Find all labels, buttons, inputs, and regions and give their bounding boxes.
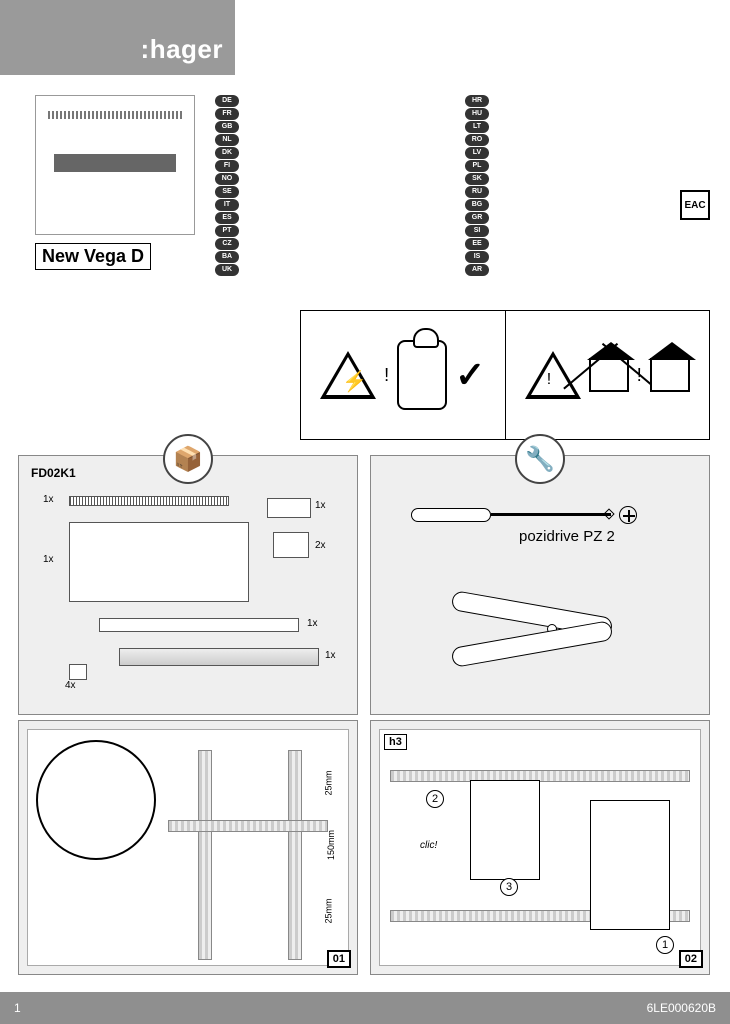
document-reference: 6LE000620B: [647, 1001, 716, 1015]
lang-ru: RU: [465, 186, 489, 198]
screwdriver-tool: [411, 506, 637, 524]
lang-ro: RO: [465, 134, 489, 146]
safety-indoor-only: ! !: [506, 311, 710, 439]
indoor-house-icon: [650, 358, 690, 392]
panel-step-01: 25mm 150mm 25mm 01: [18, 720, 358, 975]
lang-fi: FI: [215, 160, 239, 172]
step-number: 02: [679, 950, 703, 968]
eac-cert-mark: EAC: [680, 190, 710, 220]
cutters-tool: [451, 596, 621, 666]
breaker-1: [470, 780, 540, 880]
lang-no: NO: [215, 173, 239, 185]
click-label: clic!: [420, 840, 437, 851]
lang-uk: UK: [215, 264, 239, 276]
lang-pt: PT: [215, 225, 239, 237]
lang-gr: GR: [465, 212, 489, 224]
box-icon: 📦: [163, 434, 213, 484]
lang-bg: BG: [465, 199, 489, 211]
callout-2: 2: [426, 790, 444, 808]
safety-electrician-only: ⚡ ! ✓: [301, 311, 506, 439]
panel-step-02: h3 2 3 1 clic! 02: [370, 720, 710, 975]
safety-warnings: ⚡ ! ✓ ! !: [300, 310, 710, 440]
callout-3: 3: [500, 878, 518, 896]
language-list-right: HRHULTROLVPLSKRUBGGRSIEEISAR: [465, 95, 489, 276]
high-voltage-icon: ⚡: [342, 369, 367, 394]
step-number: 01: [327, 950, 351, 968]
callout-1: 1: [656, 936, 674, 954]
lang-se: SE: [215, 186, 239, 198]
lang-lt: LT: [465, 121, 489, 133]
lang-ba: BA: [215, 251, 239, 263]
product-illustration: [35, 95, 195, 235]
lang-pl: PL: [465, 160, 489, 172]
language-list-left: DEFRGBNLDKFINOSEITESPTCZBAUK: [215, 95, 239, 276]
lang-hu: HU: [465, 108, 489, 120]
lang-ar: AR: [465, 264, 489, 276]
lang-lv: LV: [465, 147, 489, 159]
lang-hr: HR: [465, 95, 489, 107]
page-footer: 1 6LE000620B: [0, 992, 730, 1024]
breaker-2: [590, 800, 670, 930]
product-name: New Vega D: [35, 243, 151, 270]
panel-tools-required: 🔧 pozidrive PZ 2: [370, 455, 710, 715]
lang-sk: SK: [465, 173, 489, 185]
magnifier-detail: [36, 740, 156, 860]
screwdriver-label: pozidrive PZ 2: [519, 528, 615, 545]
lang-ee: EE: [465, 238, 489, 250]
model-code: FD02K1: [31, 466, 76, 480]
lang-fr: FR: [215, 108, 239, 120]
lang-de: DE: [215, 95, 239, 107]
lang-es: ES: [215, 212, 239, 224]
page-number: 1: [14, 1001, 21, 1015]
lang-dk: DK: [215, 147, 239, 159]
lang-cz: CZ: [215, 238, 239, 250]
panel-box-contents: 📦 FD02K1 1x 1x 1x 2x 1x 1x 4x: [18, 455, 358, 715]
lang-is: IS: [465, 251, 489, 263]
lang-si: SI: [465, 225, 489, 237]
brand-logo: :hager: [141, 34, 223, 65]
checkmark-icon: ✓: [455, 354, 485, 396]
header-block: :hager: [0, 0, 235, 75]
product-area: New Vega D: [35, 95, 195, 270]
pozidrive-icon: [619, 506, 637, 524]
electrician-icon: [397, 340, 447, 410]
lang-gb: GB: [215, 121, 239, 133]
tools-icon: 🔧: [515, 434, 565, 484]
h3-badge: h3: [384, 734, 407, 750]
lang-it: IT: [215, 199, 239, 211]
lang-nl: NL: [215, 134, 239, 146]
